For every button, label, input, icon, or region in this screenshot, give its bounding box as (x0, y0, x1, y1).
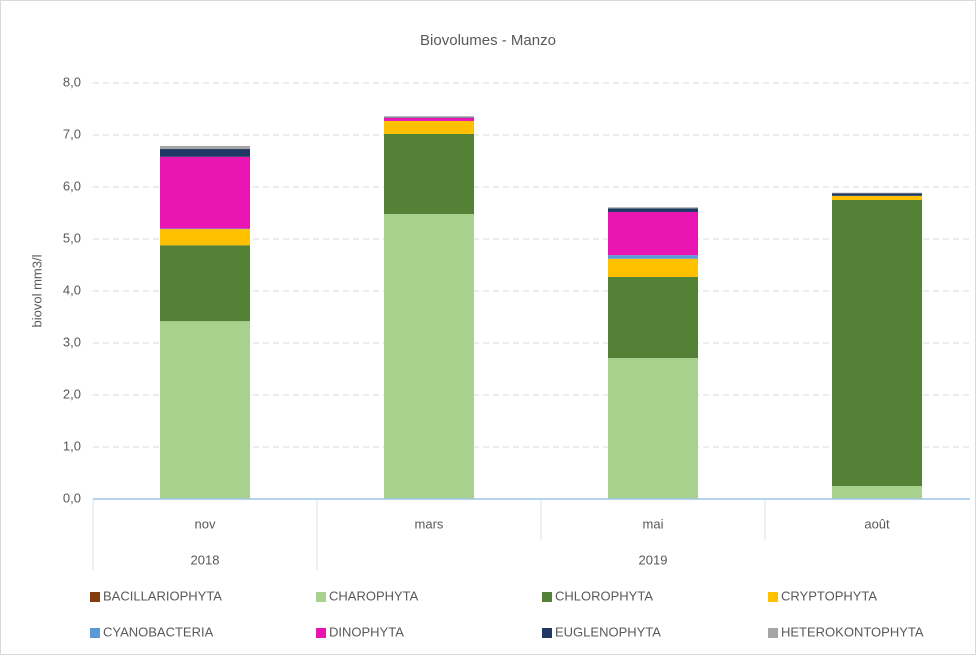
bar-segment (384, 117, 474, 121)
bar-segment (160, 156, 250, 229)
group-label: 2018 (191, 552, 220, 567)
legend-label: CHAROPHYTA (329, 588, 419, 603)
bar-segment (832, 192, 922, 194)
y-axis-label: biovol mm3/l (29, 254, 44, 327)
bar-segment (384, 214, 474, 500)
legend-swatch (542, 592, 552, 602)
bar-segment (160, 149, 250, 157)
y-tick-label: 1,0 (63, 438, 81, 453)
legend-label: EUGLENOPHYTA (555, 624, 661, 639)
bar-segment (608, 211, 698, 256)
legend-label: CYANOBACTERIA (103, 624, 214, 639)
bar-segment (608, 208, 698, 212)
y-tick-label: 6,0 (63, 178, 81, 193)
legend-swatch (90, 592, 100, 602)
bar-segment (608, 258, 698, 277)
x-tick-label: mai (643, 516, 664, 531)
bar-segment (384, 133, 474, 215)
bar-segment (160, 228, 250, 230)
y-tick-label: 5,0 (63, 230, 81, 245)
legend-label: HETEROKONTOPHYTA (781, 624, 924, 639)
bar-segment (608, 255, 698, 259)
legend-swatch (542, 628, 552, 638)
bar-segment (832, 486, 922, 499)
bar-segment (384, 117, 474, 118)
legend-swatch (768, 628, 778, 638)
bar-segment (608, 207, 698, 209)
y-tick-label: 8,0 (63, 74, 81, 89)
x-tick-label: août (864, 516, 890, 531)
bar-segment (160, 321, 250, 499)
bar-segment (832, 200, 922, 486)
x-tick-label: nov (195, 516, 216, 531)
bar-segment (608, 358, 698, 499)
legend-swatch (316, 628, 326, 638)
bar-segment (160, 145, 250, 150)
bar-segment (384, 116, 474, 118)
legend-label: DINOPHYTA (329, 624, 404, 639)
y-tick-label: 4,0 (63, 282, 81, 297)
legend-swatch (316, 592, 326, 602)
legend-label: CRYPTOPHYTA (781, 588, 877, 603)
legend-swatch (768, 592, 778, 602)
x-tick-label: mars (415, 516, 444, 531)
legend-label: CHLOROPHYTA (555, 588, 653, 603)
legend-swatch (90, 628, 100, 638)
y-tick-label: 3,0 (63, 334, 81, 349)
bar-segment (384, 120, 474, 134)
bar-segment (160, 245, 250, 322)
y-tick-label: 2,0 (63, 386, 81, 401)
y-tick-label: 0,0 (63, 490, 81, 505)
bar-segment (160, 229, 250, 246)
group-label: 2019 (639, 552, 668, 567)
bar-segment (832, 195, 922, 200)
bar-segment (608, 276, 698, 359)
chart-title: Biovolumes - Manzo (420, 32, 556, 49)
y-tick-label: 7,0 (63, 126, 81, 141)
legend-label: BACILLARIOPHYTA (103, 588, 222, 603)
bar-segment (832, 193, 922, 196)
